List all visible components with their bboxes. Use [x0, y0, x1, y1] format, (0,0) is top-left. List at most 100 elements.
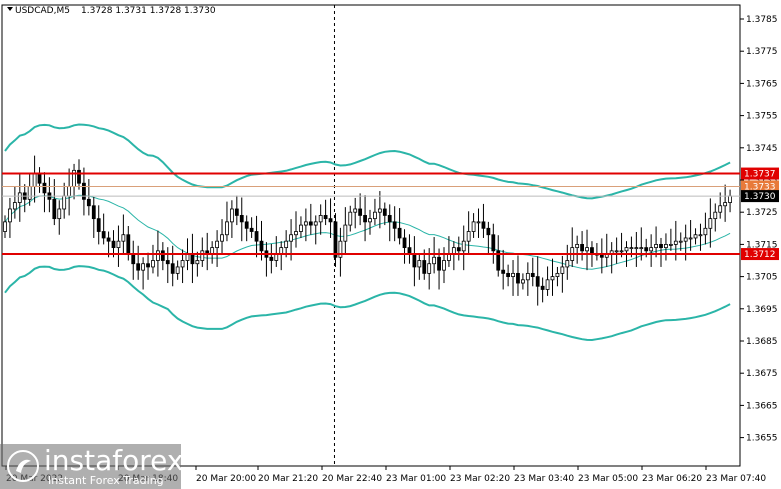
candle [190, 233, 195, 284]
candle [664, 233, 668, 261]
candle [491, 223, 496, 264]
candle [456, 236, 461, 261]
candle [86, 179, 91, 216]
candle [146, 252, 150, 280]
candle [91, 197, 96, 238]
level-badge-label: 1.3737 [744, 170, 776, 180]
candle [417, 254, 422, 280]
candle [688, 220, 693, 251]
candle [476, 208, 481, 238]
y-tick-label: 1.3665 [746, 401, 778, 411]
candles-group [3, 155, 732, 306]
candle [723, 184, 728, 222]
candle [580, 231, 584, 261]
instaforex-watermark: instaforex Instant Forex Trading [0, 444, 184, 489]
candle [333, 213, 338, 267]
y-tick-label: 1.3655 [746, 434, 778, 444]
candle [550, 258, 555, 296]
candle [397, 208, 402, 245]
candle [486, 221, 491, 255]
candle [67, 168, 72, 216]
candle [151, 244, 155, 274]
watermark-brand: instaforex [44, 444, 184, 477]
candle [205, 232, 210, 271]
candle [555, 266, 560, 287]
x-tick-label: 23 Mar 07:40 [706, 474, 766, 484]
candle [496, 235, 501, 277]
ask-price-badge [741, 180, 779, 193]
candle [713, 203, 718, 232]
symbol-dropdown-icon[interactable] [7, 7, 13, 11]
candle [594, 243, 599, 261]
candle [294, 211, 298, 248]
candle [516, 255, 520, 296]
candle [442, 247, 446, 284]
x-tick-label: 23 Mar 06:20 [642, 474, 702, 484]
candle [170, 245, 175, 287]
candle [703, 212, 708, 245]
candle [461, 225, 466, 271]
bollinger-lower-band [4, 265, 731, 342]
candle [402, 229, 407, 264]
candle [111, 230, 116, 258]
y-tick-label: 1.3725 [746, 208, 778, 218]
candle [264, 242, 269, 277]
candle [62, 182, 67, 219]
candle [585, 229, 589, 271]
candle [377, 191, 382, 229]
candle [269, 243, 274, 274]
candle [101, 213, 106, 245]
x-tick-label: 20 Mar 22:40 [322, 474, 382, 484]
x-tick-label: 23 Mar 01:00 [386, 474, 446, 484]
candle [382, 202, 387, 226]
candle [387, 204, 392, 242]
candle [481, 203, 486, 238]
y-tick-label: 1.3685 [746, 337, 778, 347]
candle [693, 228, 698, 245]
candle [200, 237, 205, 267]
instaforex-logo-icon [7, 450, 39, 482]
candle [545, 266, 550, 296]
x-tick-label: 20 Mar 20:00 [196, 474, 256, 484]
candle [244, 215, 249, 242]
candle [131, 240, 136, 280]
candle [17, 172, 22, 222]
candle [511, 260, 515, 296]
ask-price-label: 1.3733 [744, 182, 776, 192]
candle [353, 197, 358, 229]
y-tick-label: 1.3755 [746, 112, 778, 122]
candle [521, 273, 525, 290]
y-tick-label: 1.3695 [746, 305, 778, 315]
candle [565, 244, 570, 280]
candle [225, 201, 229, 242]
candle [609, 242, 614, 274]
candle [160, 242, 165, 271]
candle [210, 241, 215, 264]
candle [437, 248, 441, 290]
y-tick-label: 1.3785 [746, 15, 778, 25]
candle [284, 230, 289, 258]
candle [412, 236, 417, 287]
candle [3, 215, 7, 238]
candle [141, 257, 146, 290]
candle [22, 184, 27, 213]
candle [363, 195, 367, 242]
candle [678, 232, 683, 251]
candle [279, 241, 284, 271]
candle [575, 235, 580, 264]
candle [683, 224, 688, 261]
candle [42, 172, 47, 213]
candle [116, 225, 121, 267]
candle [338, 227, 343, 277]
ohlc-label: 1.3728 1.3731 1.3728 1.3730 [81, 6, 216, 16]
candle [698, 223, 703, 251]
y-tick-label: 1.3765 [746, 79, 778, 89]
candle [12, 186, 17, 219]
candle [254, 215, 259, 258]
candle [303, 208, 308, 242]
y-tick-label: 1.3675 [746, 369, 778, 379]
candle [299, 216, 303, 238]
candle [530, 257, 535, 287]
candle [343, 207, 348, 255]
